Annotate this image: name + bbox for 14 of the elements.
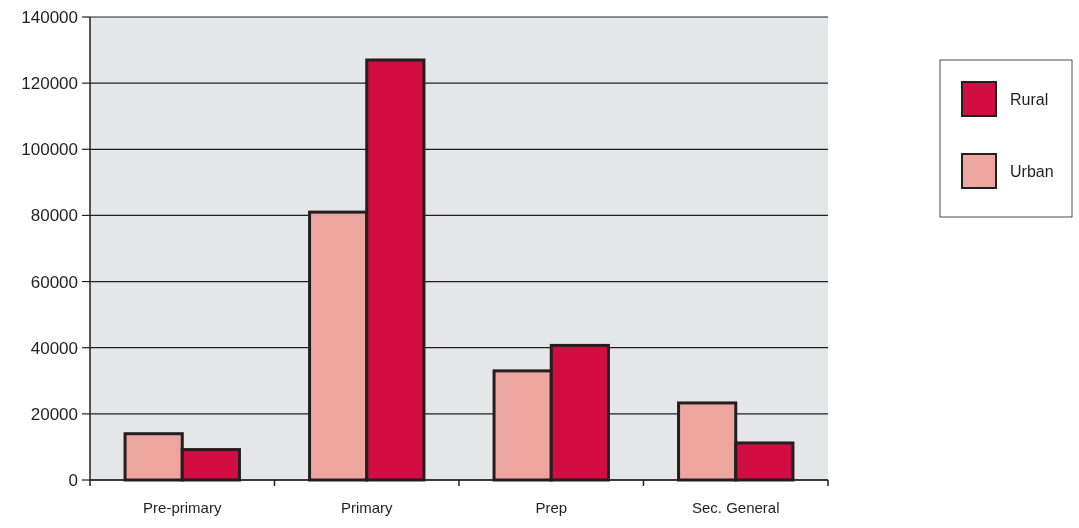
x-tick-label: Pre-primary: [143, 499, 222, 516]
legend-label: Rural: [1010, 90, 1049, 108]
y-tick-label: 120000: [21, 74, 78, 94]
x-tick-label: Prep: [535, 499, 568, 516]
y-tick-label: 80000: [30, 206, 78, 226]
y-tick-label: 100000: [21, 140, 78, 160]
y-tick-label: 40000: [30, 338, 78, 358]
y-tick-label: 0: [68, 470, 78, 490]
legend-label: Urban: [1010, 162, 1054, 180]
x-tick-label: Primary: [340, 499, 394, 516]
x-tick-label: Sec. General: [691, 499, 780, 516]
y-tick-label: 20000: [30, 404, 78, 424]
y-tick-label: 60000: [30, 272, 78, 292]
y-tick-label: 140000: [21, 7, 78, 27]
